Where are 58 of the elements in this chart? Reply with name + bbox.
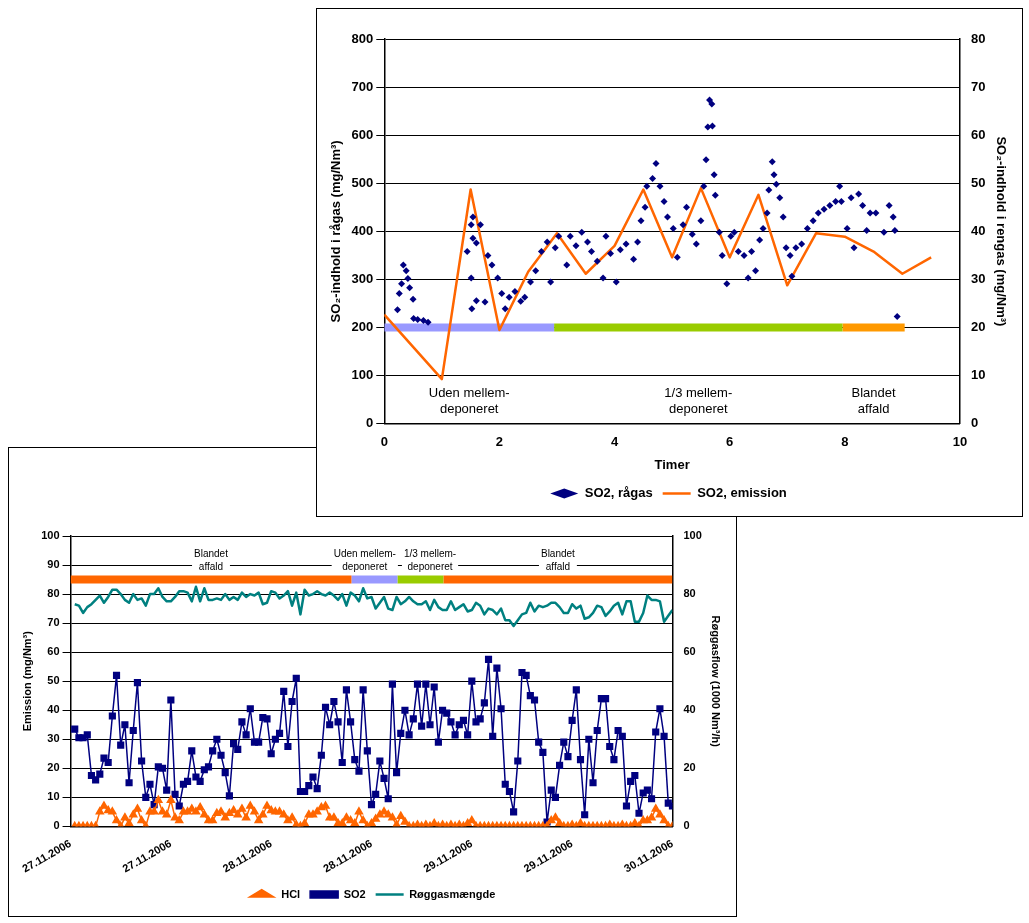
y2-axis-title: Røggasflow (1000 Nm³/h) <box>710 615 723 748</box>
y-axis-title: Emission (mg/Nm³) <box>20 630 33 732</box>
y-tick-label: 40 <box>47 703 60 716</box>
y-tick-label: 70 <box>47 616 60 629</box>
y2-tick-label: 80 <box>970 30 986 46</box>
y-tick-label: 50 <box>47 674 60 687</box>
y-tick-label: 600 <box>351 126 374 142</box>
y-tick-label: 0 <box>53 819 60 832</box>
y-axis-title: SO₂-indhold i rågas (mg/Nm³) <box>328 140 344 323</box>
y2-tick-label: 40 <box>970 222 986 238</box>
y-tick-label: 500 <box>351 174 374 190</box>
x-tick-label: 2 <box>495 434 504 450</box>
y2-axis-title: SO₂-indhold i rengas (mg/Nm³) <box>993 136 1009 327</box>
legend-label: HCl <box>281 887 301 900</box>
y-tick-label: 100 <box>351 367 374 383</box>
annotation: Uden mellem- deponeret <box>428 385 510 417</box>
y-tick-label: 90 <box>47 558 60 571</box>
y-tick-label: 200 <box>351 319 374 335</box>
y-tick-label: 400 <box>351 222 374 238</box>
x-tick-label: 4 <box>610 434 619 450</box>
y-tick-label: 700 <box>351 78 374 94</box>
legend-label: SO2, rågas <box>584 485 653 501</box>
y-tick-label: 100 <box>41 529 60 542</box>
y-tick-label: 20 <box>47 761 60 774</box>
annotation: 1/3 mellem- deponeret <box>403 547 457 572</box>
y2-tick-label: 30 <box>970 271 986 287</box>
y-tick-label: 30 <box>47 732 60 745</box>
y-tick-label: 800 <box>351 30 374 46</box>
y-tick-label: 300 <box>351 271 374 287</box>
legend-label: SO2 <box>343 887 366 900</box>
y2-tick-label: 100 <box>683 529 702 542</box>
x-tick-label: 8 <box>841 434 849 450</box>
annotation: Blandet affald <box>851 385 897 417</box>
legend-label: Røggasmængde <box>409 887 496 900</box>
y2-tick-label: 80 <box>683 587 696 600</box>
y2-tick-label: 60 <box>683 645 696 658</box>
y2-tick-label: 10 <box>970 367 986 383</box>
y2-tick-label: 40 <box>683 703 696 716</box>
x-axis-title: Timer <box>654 456 690 472</box>
annotation: Blandet affald <box>194 547 229 572</box>
annotation: 1/3 mellem- deponeret <box>664 385 733 417</box>
y-tick-label: 0 <box>366 415 374 431</box>
x-tick-label: 10 <box>952 434 968 450</box>
y2-tick-label: 20 <box>683 761 696 774</box>
x-tick-label: 0 <box>380 434 388 450</box>
annotation: Uden mellem- deponeret <box>333 547 396 572</box>
y-tick-label: 10 <box>47 790 60 803</box>
y2-tick-label: 50 <box>970 174 986 190</box>
y2-tick-label: 0 <box>970 415 979 431</box>
x-tick-label: 6 <box>726 434 734 450</box>
legend-label: SO2, emission <box>697 485 787 501</box>
y2-tick-label: 70 <box>970 78 986 94</box>
y-tick-label: 60 <box>47 645 60 658</box>
y2-tick-label: 60 <box>970 126 986 142</box>
annotation: Blandet affald <box>540 547 576 572</box>
y2-tick-label: 0 <box>683 819 690 832</box>
y2-tick-label: 20 <box>970 319 986 335</box>
y-tick-label: 80 <box>47 587 60 600</box>
